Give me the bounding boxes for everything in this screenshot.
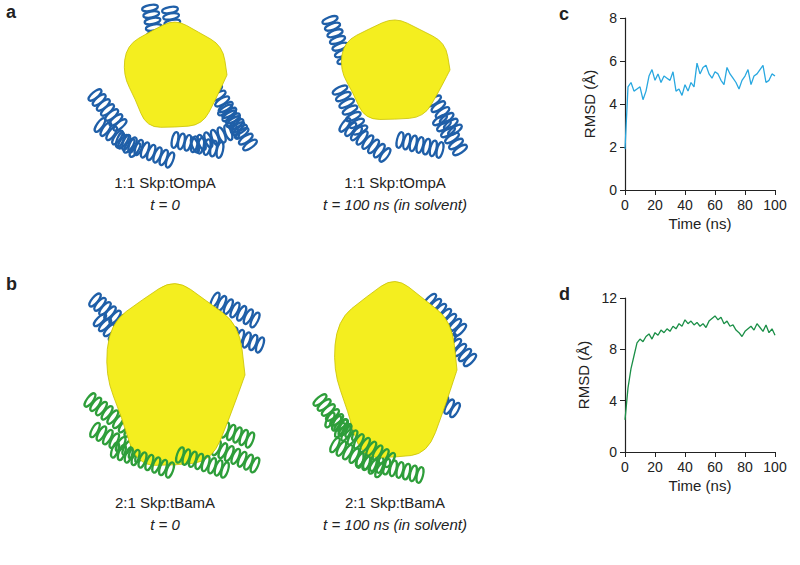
svg-text:2:1 Skp:tBamA: 2:1 Skp:tBamA <box>345 494 445 511</box>
svg-text:t = 100 ns (in solvent): t = 100 ns (in solvent) <box>323 196 467 213</box>
svg-text:12: 12 <box>601 290 617 306</box>
svg-text:20: 20 <box>647 459 663 475</box>
svg-text:c: c <box>559 4 569 24</box>
svg-text:t = 0: t = 0 <box>150 196 180 213</box>
svg-text:t = 0: t = 0 <box>150 516 180 533</box>
svg-text:0: 0 <box>621 459 629 475</box>
svg-text:2:1 Skp:tBamA: 2:1 Skp:tBamA <box>115 494 215 511</box>
svg-text:80: 80 <box>737 459 753 475</box>
svg-text:b: b <box>6 274 17 294</box>
svg-text:Time (ns): Time (ns) <box>669 215 732 232</box>
svg-text:20: 20 <box>647 197 663 213</box>
svg-text:40: 40 <box>677 197 693 213</box>
svg-text:RMSD (Å): RMSD (Å) <box>575 341 592 409</box>
svg-text:60: 60 <box>707 459 723 475</box>
svg-text:2: 2 <box>609 139 617 155</box>
svg-text:6: 6 <box>609 53 617 69</box>
svg-text:0: 0 <box>621 197 629 213</box>
svg-text:RMSD (Å): RMSD (Å) <box>581 70 598 138</box>
svg-text:100: 100 <box>763 197 787 213</box>
svg-text:60: 60 <box>707 197 723 213</box>
svg-text:100: 100 <box>763 459 787 475</box>
svg-text:80: 80 <box>737 197 753 213</box>
svg-text:0: 0 <box>609 444 617 460</box>
svg-text:1:1 Skp:tOmpA: 1:1 Skp:tOmpA <box>114 174 216 191</box>
svg-text:40: 40 <box>677 459 693 475</box>
svg-text:4: 4 <box>609 393 617 409</box>
svg-text:0: 0 <box>609 182 617 198</box>
svg-text:t = 100 ns (in solvent): t = 100 ns (in solvent) <box>323 516 467 533</box>
svg-text:1:1 Skp:tOmpA: 1:1 Skp:tOmpA <box>344 174 446 191</box>
svg-text:8: 8 <box>609 341 617 357</box>
svg-text:d: d <box>559 284 570 304</box>
svg-text:4: 4 <box>609 96 617 112</box>
svg-text:Time (ns): Time (ns) <box>669 477 732 494</box>
svg-text:a: a <box>6 2 17 22</box>
svg-text:8: 8 <box>609 10 617 26</box>
